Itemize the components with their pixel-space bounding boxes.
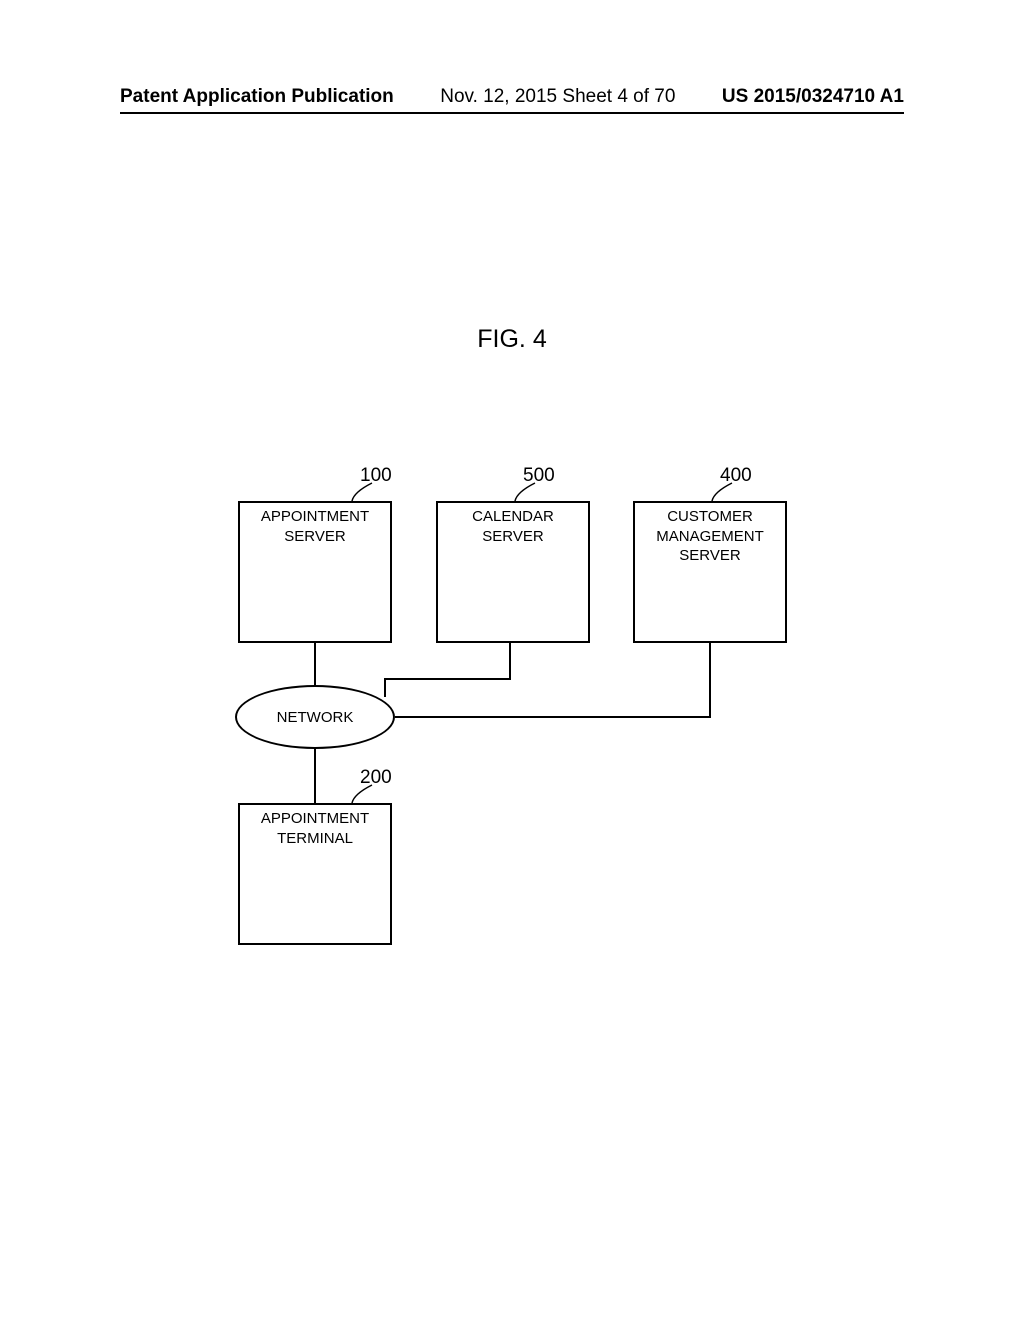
customer-mgmt-server-label: CUSTOMER MANAGEMENT SERVER	[635, 507, 785, 566]
date-sheet: Nov. 12, 2015 Sheet 4 of 70	[440, 86, 675, 108]
appointment-server-box: APPOINTMENT SERVER	[238, 501, 392, 643]
calendar-server-box: CALENDAR SERVER	[436, 501, 590, 643]
publication-type: Patent Application Publication	[120, 86, 394, 108]
network-node: NETWORK	[235, 685, 395, 749]
figure-title: FIG. 4	[0, 325, 1024, 354]
appointment-terminal-box: APPOINTMENT TERMINAL	[238, 803, 392, 945]
calendar-server-ref-number: 500	[523, 465, 555, 487]
publication-number: US 2015/0324710 A1	[722, 86, 904, 108]
appointment-terminal-ref-number: 200	[360, 767, 392, 789]
appointment-server-ref-number: 100	[360, 465, 392, 487]
page-header: Patent Application Publication Nov. 12, …	[0, 86, 1024, 108]
appointment-server-label: APPOINTMENT SERVER	[240, 507, 390, 546]
customer-mgmt-server-ref-number: 400	[720, 465, 752, 487]
calendar-server-label: CALENDAR SERVER	[438, 507, 588, 546]
customer-mgmt-server-box: CUSTOMER MANAGEMENT SERVER	[633, 501, 787, 643]
appointment-terminal-label: APPOINTMENT TERMINAL	[240, 809, 390, 848]
network-label: NETWORK	[277, 709, 354, 726]
header-rule	[120, 112, 904, 114]
